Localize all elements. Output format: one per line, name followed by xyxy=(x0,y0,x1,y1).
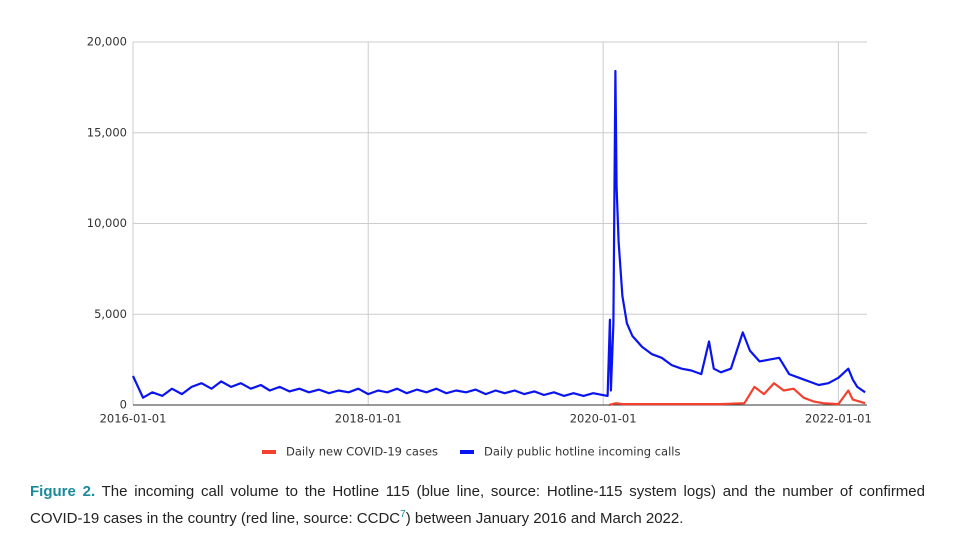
x-tick-label: 2016-01-01 xyxy=(100,412,167,426)
legend-label: Daily public hotline incoming calls xyxy=(484,445,681,459)
y-tick-label: 15,000 xyxy=(87,125,127,139)
legend-label: Daily new COVID-19 cases xyxy=(286,445,438,459)
chart: 0 5,000 10,000 15,000 20,000 2016-01-01 2018-0… xyxy=(87,35,872,459)
y-tick-label: 5,000 xyxy=(94,307,127,321)
caption-text: ) between January 2016 and March 2022. xyxy=(405,510,684,527)
x-tick-label: 2020-01-01 xyxy=(570,412,637,426)
x-tick-label: 2022-01-01 xyxy=(805,412,872,426)
y-tick-label: 10,000 xyxy=(87,216,127,230)
caption-label: Figure 2. xyxy=(30,483,96,500)
caption: Figure 2. The incoming call volume to th… xyxy=(30,480,925,530)
series-line xyxy=(608,382,866,407)
series-line xyxy=(132,69,866,399)
caption-text: The incoming call volume to the Hotline … xyxy=(30,483,925,527)
caption-ref: 7 xyxy=(400,509,406,520)
x-tick-label: 2018-01-01 xyxy=(335,412,402,426)
y-tick-label: 0 xyxy=(120,398,127,412)
y-tick-label: 20,000 xyxy=(87,35,127,49)
